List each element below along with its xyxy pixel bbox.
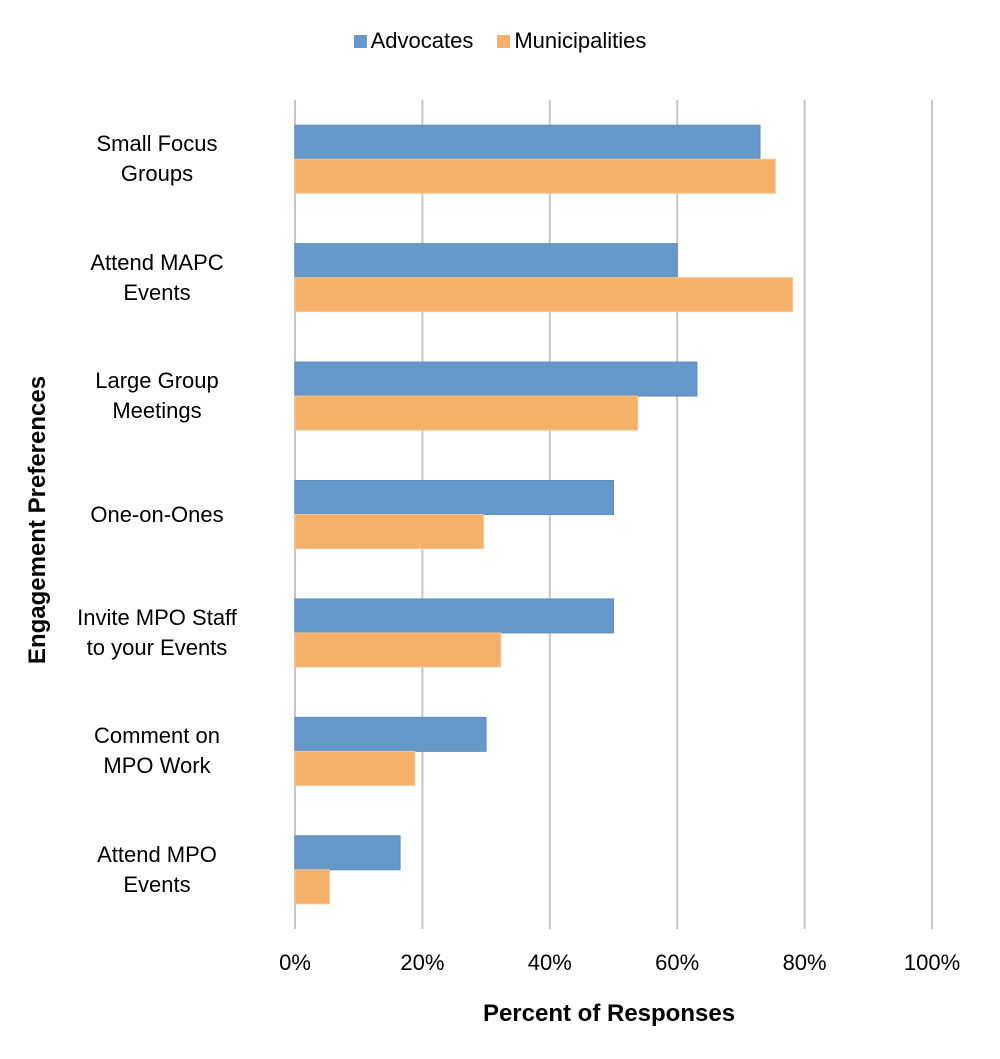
bar-advocates-3 (294, 480, 614, 515)
legend: Advocates Municipalities (0, 28, 1000, 54)
x-tick-label: 20% (400, 950, 445, 975)
category-label-line: Comment on (94, 723, 220, 749)
bar-advocates-0 (294, 124, 761, 160)
bar-municipalities-1 (294, 277, 793, 313)
category-label-line: Events (123, 871, 191, 897)
bar-municipalities-4 (294, 632, 502, 668)
x-tick-label: 80% (782, 950, 827, 975)
bar-municipalities-3 (294, 514, 485, 549)
category-label: Attend MAPC Events (42, 248, 272, 308)
bar-advocates-2 (294, 361, 698, 397)
legend-swatch-advocates (353, 34, 367, 48)
x-axis-title: Percent of Responses (482, 1000, 736, 1027)
bar-advocates-5 (294, 716, 487, 752)
category-label-line: to your Events (86, 634, 228, 660)
bar-municipalities-0 (294, 158, 776, 194)
legend-label-advocates: Advocates (370, 28, 474, 53)
category-label-line: Groups (120, 161, 194, 187)
category-label: Invite MPO Staff to your Events (42, 603, 272, 663)
bar-advocates-6 (294, 835, 401, 871)
bar-municipalities-2 (294, 395, 639, 431)
category-label-line: Large Group (95, 368, 219, 394)
legend-item-municipalities: Municipalities (497, 28, 646, 54)
bar-advocates-4 (294, 598, 614, 634)
category-label: Small Focus Groups (42, 129, 272, 189)
x-tick-label: 60% (655, 950, 700, 975)
category-label: Large Group Meetings (42, 366, 272, 426)
legend-label-municipalities: Municipalities (514, 28, 647, 53)
category-label-line: Events (123, 279, 191, 305)
bar-municipalities-6 (294, 869, 330, 905)
legend-item-advocates: Advocates (353, 28, 474, 54)
legend-swatch-municipalities (497, 34, 511, 48)
x-tick-label: 100% (903, 950, 961, 975)
category-label-line: Invite MPO Staff (77, 604, 237, 630)
category-label: Attend MPO Events (42, 840, 272, 900)
x-tick-label: 0% (279, 950, 311, 975)
category-label-line: MPO Work (103, 753, 211, 779)
bar-municipalities-5 (294, 750, 416, 786)
x-tick-label: 40% (527, 950, 572, 975)
category-label-line: Attend MAPC (90, 249, 224, 275)
bar-advocates-1 (294, 243, 678, 279)
category-label-line: Small Focus (96, 131, 218, 157)
category-label-line: Meetings (112, 398, 202, 424)
category-label: One-on-Ones (42, 500, 272, 530)
category-label-line: One-on-Ones (90, 501, 224, 527)
category-label: Comment on MPO Work (42, 721, 272, 781)
category-label-line: Attend MPO (97, 841, 217, 867)
